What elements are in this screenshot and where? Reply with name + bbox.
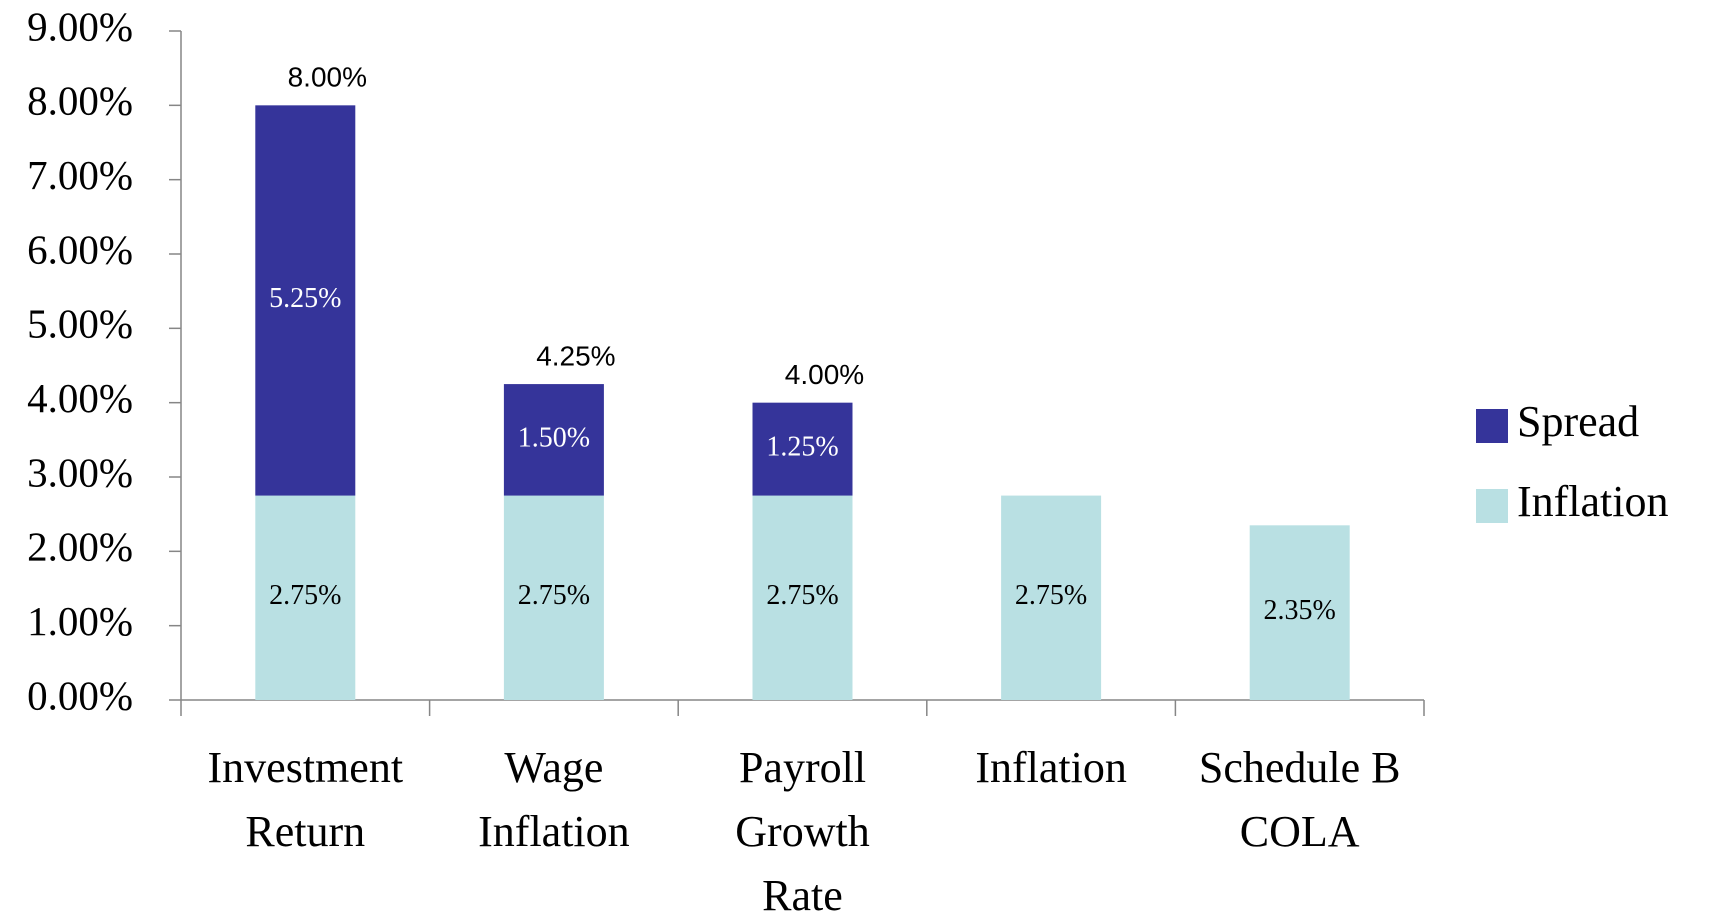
value-label: 1.50% — [518, 422, 590, 453]
x-tick-label: Schedule B — [1199, 743, 1401, 792]
bar-segment — [255, 105, 356, 496]
y-tick-label: 7.00% — [27, 152, 133, 198]
value-label: 2.75% — [269, 580, 341, 611]
x-tick-label: Rate — [762, 871, 843, 920]
bar-segment — [1249, 525, 1350, 700]
legend-swatch — [1476, 489, 1508, 523]
y-tick-label: 6.00% — [27, 226, 133, 272]
total-label: 4.25% — [536, 340, 615, 371]
y-tick-label: 2.00% — [27, 524, 133, 570]
x-tick-label: Growth — [735, 807, 869, 856]
value-label: 1.25% — [766, 432, 838, 463]
y-tick-label: 0.00% — [27, 672, 133, 718]
bar-segment — [255, 495, 356, 700]
bar-segment — [752, 495, 853, 700]
y-tick-label: 8.00% — [27, 78, 133, 124]
x-tick-label: Return — [245, 807, 365, 856]
x-tick-label: Wage — [504, 743, 603, 792]
x-tick-label: Payroll — [739, 743, 866, 792]
legend-swatch — [1476, 409, 1508, 443]
x-tick-label: Inflation — [478, 807, 630, 856]
legend-label: Spread — [1517, 397, 1639, 446]
value-label: 2.35% — [1264, 595, 1336, 626]
value-label: 2.75% — [518, 580, 590, 611]
bar-segment — [503, 384, 604, 496]
value-label: 2.75% — [1015, 580, 1087, 611]
x-tick-label: Investment — [208, 743, 404, 792]
value-label: 5.25% — [269, 283, 341, 314]
total-label: 8.00% — [288, 62, 367, 93]
y-tick-label: 1.00% — [27, 598, 133, 644]
y-tick-label: 4.00% — [27, 375, 133, 421]
bar-segment — [1001, 495, 1102, 700]
x-tick-label: COLA — [1240, 807, 1360, 856]
value-label: 2.75% — [766, 580, 838, 611]
legend-label: Inflation — [1517, 477, 1669, 526]
y-tick-label: 9.00% — [27, 3, 133, 49]
x-tick-label: Inflation — [975, 743, 1127, 792]
total-label: 4.00% — [785, 359, 864, 390]
y-tick-label: 3.00% — [27, 449, 133, 495]
bar-segment — [503, 495, 604, 700]
y-tick-label: 5.00% — [27, 301, 133, 347]
bar-segment — [752, 402, 853, 496]
